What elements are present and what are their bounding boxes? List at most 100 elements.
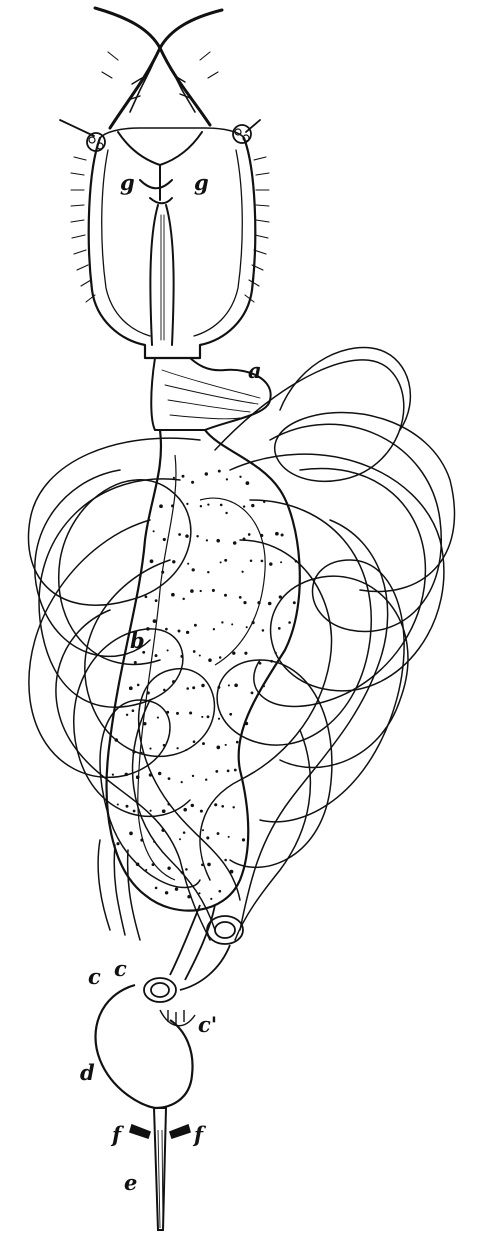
stipple-dot — [205, 778, 208, 781]
label-c-2: c — [114, 956, 127, 981]
rectum — [94, 983, 194, 1110]
stipple-dot — [261, 629, 265, 632]
stipple-dot — [192, 650, 196, 653]
stipple-dot — [206, 715, 210, 719]
label-c-1: c — [88, 964, 101, 989]
label-b: b — [130, 628, 145, 653]
stipple-dot — [161, 809, 166, 814]
stipple-dot — [171, 592, 175, 597]
ovipositor — [129, 1107, 191, 1231]
malpighian-tubules — [27, 346, 456, 941]
stipple-dot — [174, 887, 179, 891]
stipple-dot — [132, 809, 136, 813]
stipple-dot — [198, 654, 201, 657]
stipple-dot — [171, 504, 174, 508]
stipple-dot — [151, 863, 155, 867]
stipple-dot — [125, 713, 129, 717]
stipple-dot — [116, 803, 119, 806]
stipple-dot — [218, 656, 222, 659]
stipple-dot — [152, 530, 155, 533]
stipple-dot — [165, 627, 168, 631]
stipple-dot — [199, 589, 202, 593]
stipple-dot — [187, 562, 190, 565]
stipple-dot — [146, 691, 150, 695]
stipple-dot — [219, 561, 222, 564]
stipple-dot — [232, 806, 235, 809]
stipple-dot — [196, 534, 199, 538]
stipple-dot — [162, 537, 166, 542]
stipple-dot — [258, 661, 262, 665]
stipple-dot — [159, 504, 163, 509]
stipple-dot — [217, 717, 221, 720]
stipple-dot — [154, 599, 158, 603]
stipple-dot — [199, 809, 203, 813]
stipple-dot — [267, 601, 272, 606]
stipple-dot — [206, 836, 210, 840]
mandible-right — [108, 8, 224, 130]
stipple-dot — [210, 897, 213, 901]
stipple-dot — [149, 809, 152, 812]
stipple-dot — [204, 472, 208, 476]
appendage-left — [129, 1123, 151, 1140]
stipple-dot — [280, 561, 283, 564]
stomach — [105, 429, 301, 912]
stipple-dot — [225, 478, 229, 481]
stipple-dot — [224, 593, 227, 597]
stipple-dot — [190, 589, 194, 593]
stipple-dot — [143, 721, 147, 726]
stipple-dot — [207, 862, 211, 867]
label-e: e — [124, 1170, 137, 1195]
stipple-dot — [149, 559, 154, 564]
stipple-dot — [249, 559, 253, 562]
stipple-dot — [207, 503, 210, 506]
stipple-dot — [192, 740, 196, 743]
stipple-dot — [232, 541, 237, 545]
stipple-dot — [182, 831, 186, 834]
stipple-dot — [125, 804, 129, 808]
stipple-dot — [190, 803, 195, 808]
stipple-dot — [128, 686, 133, 691]
stipple-dot — [207, 570, 210, 574]
stomach-stipple — [111, 469, 298, 901]
stipple-dot — [251, 503, 255, 508]
stipple-dot — [186, 687, 189, 690]
stipple-dot — [185, 868, 188, 871]
stipple-dot — [257, 601, 261, 605]
head — [59, 6, 270, 360]
stipple-dot — [183, 807, 187, 812]
stipple-dot — [111, 773, 114, 776]
stipple-dot — [208, 658, 212, 662]
stipple-dot — [154, 654, 158, 658]
stipple-dot — [275, 531, 279, 536]
stipple-dot — [163, 688, 166, 692]
stipple-dot — [144, 595, 148, 599]
stipple-dot — [136, 683, 140, 687]
stipple-dot — [211, 588, 215, 592]
stipple-dot — [221, 804, 225, 808]
stipple-dot — [242, 505, 246, 508]
stipple-dot — [269, 562, 273, 566]
stipple-dot — [176, 711, 179, 715]
stipple-dot — [201, 829, 205, 832]
stipple-dot — [129, 831, 133, 836]
stipple-dot — [243, 601, 247, 605]
stipple-dot — [191, 568, 195, 572]
stipple-dot — [244, 721, 249, 726]
stipple-dot — [245, 626, 248, 629]
stipple-dot — [178, 838, 182, 841]
stipple-dot — [140, 838, 144, 842]
stipple-dot — [260, 559, 264, 563]
stipple-dot — [167, 866, 171, 870]
stipple-dot — [245, 481, 250, 485]
eye-right — [232, 124, 252, 144]
appendage-right — [169, 1123, 191, 1140]
stipple-dot — [186, 502, 189, 506]
stipple-dot — [260, 533, 264, 538]
stipple-dot — [181, 474, 185, 478]
stipple-dot — [218, 889, 222, 893]
stipple-dot — [247, 533, 251, 536]
label-g-left: g — [120, 170, 135, 195]
stipple-dot — [239, 475, 242, 478]
stipple-dot — [193, 623, 197, 627]
